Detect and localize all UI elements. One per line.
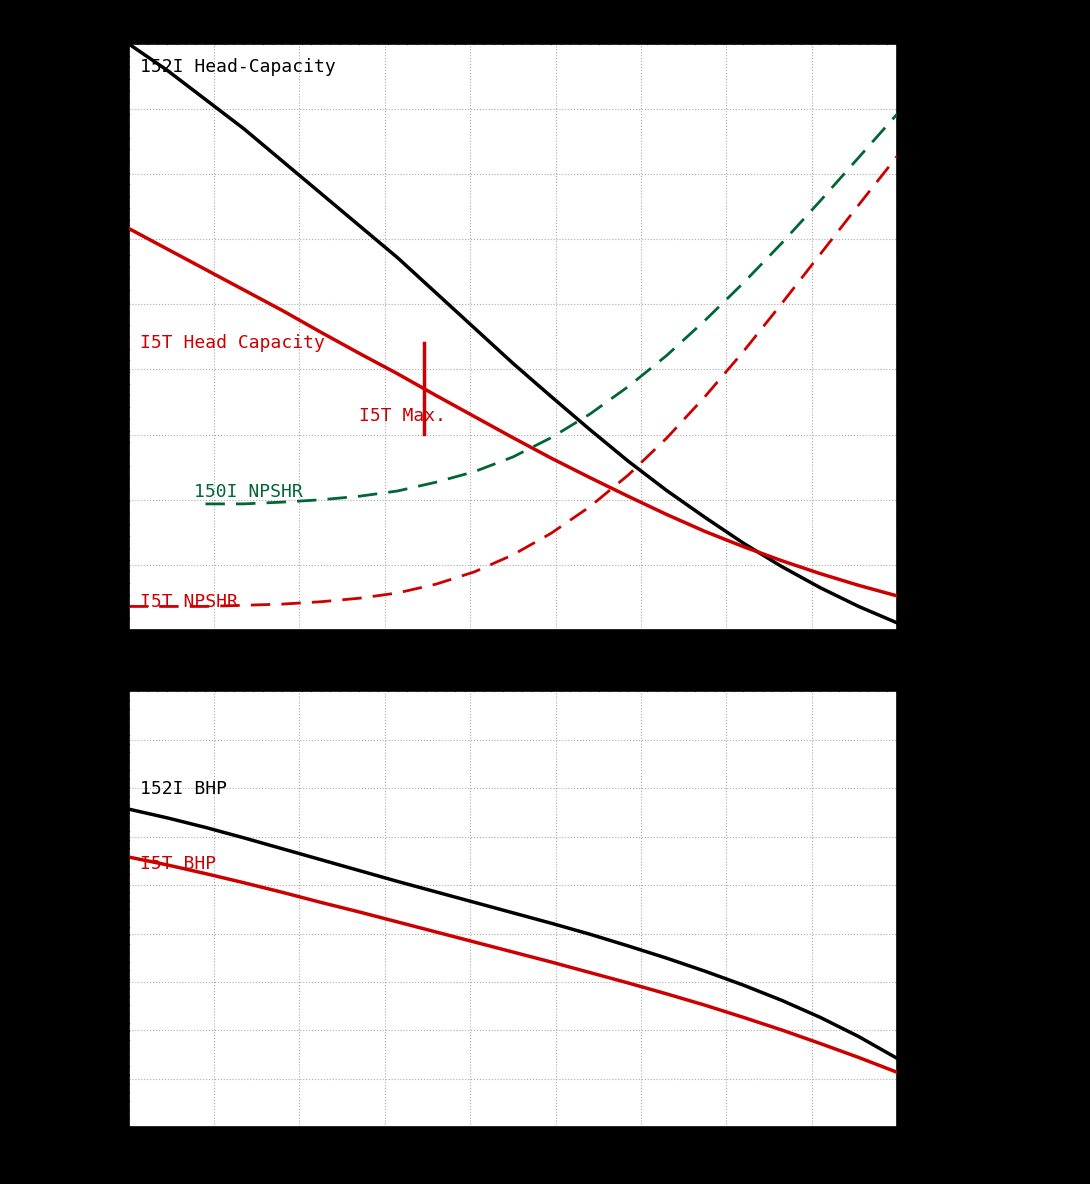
Text: I5T Max.: I5T Max. [360,407,446,425]
Text: I5T NPSHR: I5T NPSHR [141,593,238,611]
Text: I5T Head Capacity: I5T Head Capacity [141,334,325,352]
Text: 150I NPSHR: 150I NPSHR [194,483,303,501]
Text: 152I BHP: 152I BHP [141,780,227,798]
Text: 152I Head-Capacity: 152I Head-Capacity [141,58,336,77]
Text: I5T BHP: I5T BHP [141,855,216,873]
